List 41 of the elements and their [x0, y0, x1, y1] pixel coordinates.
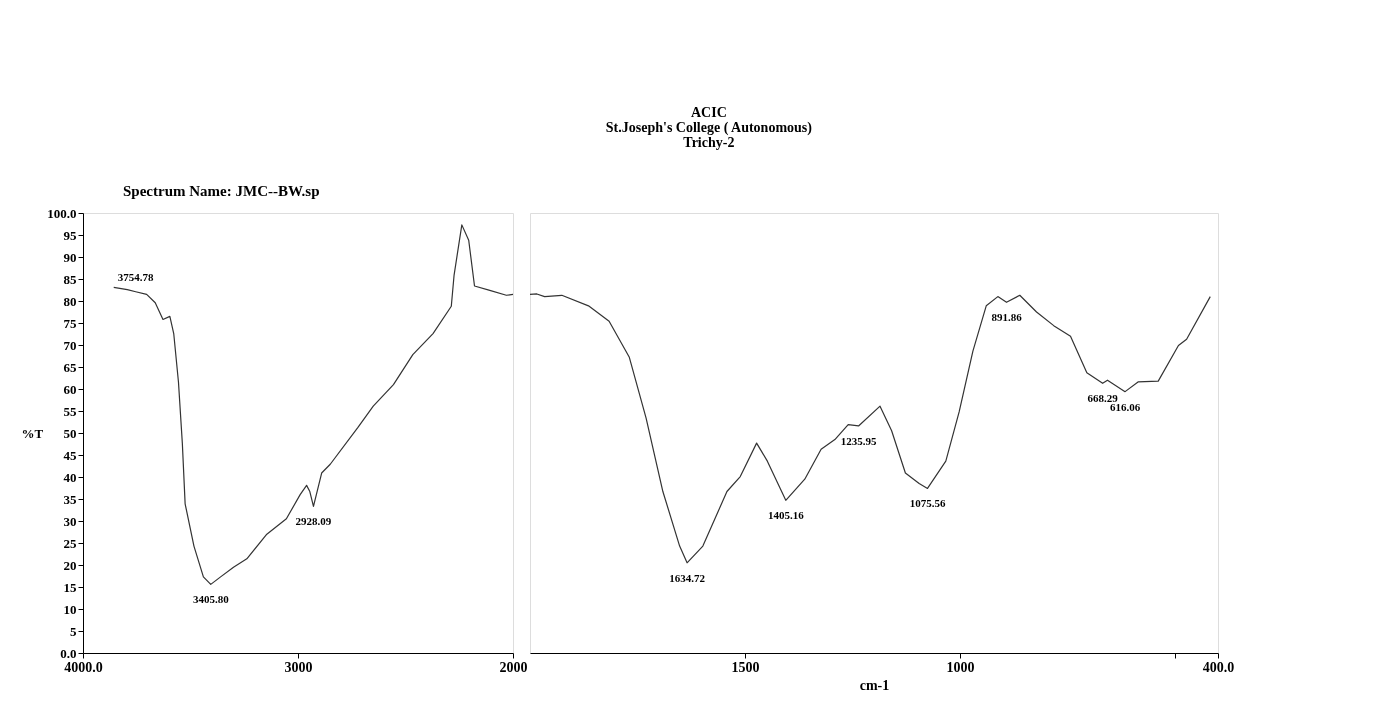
y-tick-label: 45: [63, 447, 77, 463]
y-tick-label: 0.0: [60, 645, 77, 661]
annotation: 1075.56: [909, 497, 946, 510]
x-tick-label: 1500: [731, 659, 760, 675]
x-tick-label: 400.0: [1202, 659, 1235, 675]
annotation: 668.29: [1087, 392, 1119, 405]
y-tick-label: 80: [63, 293, 77, 309]
x-tick-label: 4000.0: [64, 659, 103, 675]
y-tick-label: 90: [63, 249, 77, 265]
annotation: 3405.80: [192, 593, 230, 606]
y-tick-label: 55: [63, 403, 77, 419]
y-axis-title: %T: [21, 425, 44, 441]
y-tick-label: 40: [63, 469, 77, 485]
y-tick-label: 5: [70, 623, 77, 639]
chart-subtitle: Spectrum Name: JMC--BW.sp: [123, 183, 320, 199]
annotation: 1235.95: [840, 434, 877, 447]
x-tick-label: 3000: [284, 659, 313, 675]
y-tick-label: 100.0: [47, 205, 77, 221]
y-tick-label: 85: [63, 271, 77, 287]
x-axis-title: cm-1: [859, 677, 890, 693]
y-tick-label: 15: [63, 579, 77, 595]
annotation: 1634.72: [669, 571, 706, 584]
y-tick-label: 60: [63, 381, 77, 397]
annotation: 891.86: [991, 311, 1023, 324]
line-series: [113, 224, 514, 585]
y-tick-label: 65: [63, 359, 77, 375]
annotation: 3754.78: [117, 270, 155, 283]
y-tick-label: 10: [63, 601, 77, 617]
y-tick-label: 25: [63, 535, 77, 551]
x-tick-label: 1000: [946, 659, 975, 675]
y-tick-label: 95: [63, 227, 77, 243]
y-tick-label: 75: [63, 315, 77, 331]
y-tick-label: 35: [63, 491, 77, 507]
y-tick-label: 30: [63, 513, 77, 529]
y-tick-label: 70: [63, 337, 77, 353]
annotation: 2928.09: [295, 515, 332, 528]
y-tick-label: 20: [63, 557, 77, 573]
x-tick-label: 2000: [499, 659, 528, 675]
annotation: 1405.16: [767, 509, 805, 522]
chart-title: ACIC St.Joseph's College ( Autonomous) Trichy-2: [605, 105, 813, 150]
y-tick-label: 50: [63, 425, 77, 441]
